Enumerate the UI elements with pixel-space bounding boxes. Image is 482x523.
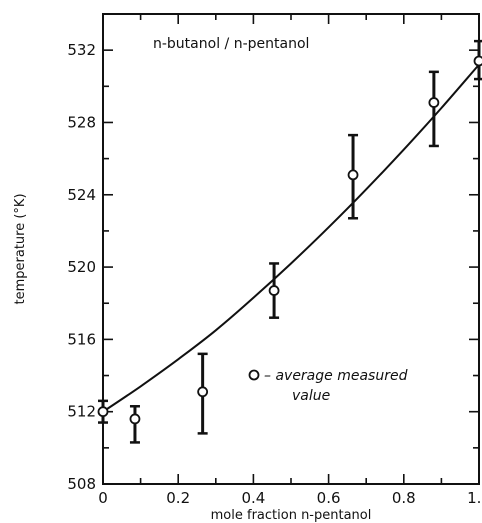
legend-text-line2: value — [292, 388, 330, 404]
y-tick-label: 508 — [67, 475, 96, 493]
x-axis-label: mole fraction n-pentanol — [211, 508, 372, 523]
data-point — [347, 133, 359, 220]
point-marker — [428, 97, 440, 108]
point-marker — [347, 169, 359, 181]
point-marker — [197, 386, 209, 398]
y-tick-label: 528 — [67, 113, 96, 131]
x-tick-label: 1.0 — [467, 489, 482, 507]
x-tick-label: 0 — [98, 489, 108, 507]
point-marker — [129, 413, 141, 425]
y-tick-label: 516 — [67, 330, 96, 348]
x-axis-ticks: 0 0.2 0.4 0.6 0.8 1.0 — [98, 14, 482, 507]
fit-curve — [102, 63, 480, 413]
data-point — [197, 352, 209, 435]
legend-note: – average measured value — [248, 368, 408, 404]
legend-marker — [248, 369, 260, 381]
legend-text: – average measured — [264, 368, 408, 384]
data-points — [97, 39, 482, 444]
point-marker — [97, 406, 109, 418]
data-point — [428, 70, 440, 148]
point-marker — [268, 285, 280, 296]
x-tick-label: 0.2 — [166, 489, 190, 507]
chart-title: n-butanol / n-pentanol — [153, 36, 309, 52]
y-axis-ticks: 508 512 516 520 524 528 532 — [67, 13, 479, 493]
data-point — [268, 262, 280, 319]
x-tick-label: 0.8 — [392, 489, 416, 507]
y-tick-label: 532 — [67, 41, 96, 59]
x-tick-label: 0.4 — [241, 489, 265, 507]
y-tick-label: 520 — [67, 258, 96, 276]
x-tick-label: 0.6 — [317, 489, 341, 507]
y-tick-label: 512 — [67, 403, 96, 421]
data-point — [97, 399, 109, 424]
point-marker — [473, 55, 482, 67]
data-point — [129, 405, 141, 444]
plot-frame — [102, 13, 480, 485]
data-point — [473, 39, 482, 81]
y-tick-label: 524 — [67, 186, 96, 204]
y-axis-label: temperature (°K) — [13, 193, 28, 304]
